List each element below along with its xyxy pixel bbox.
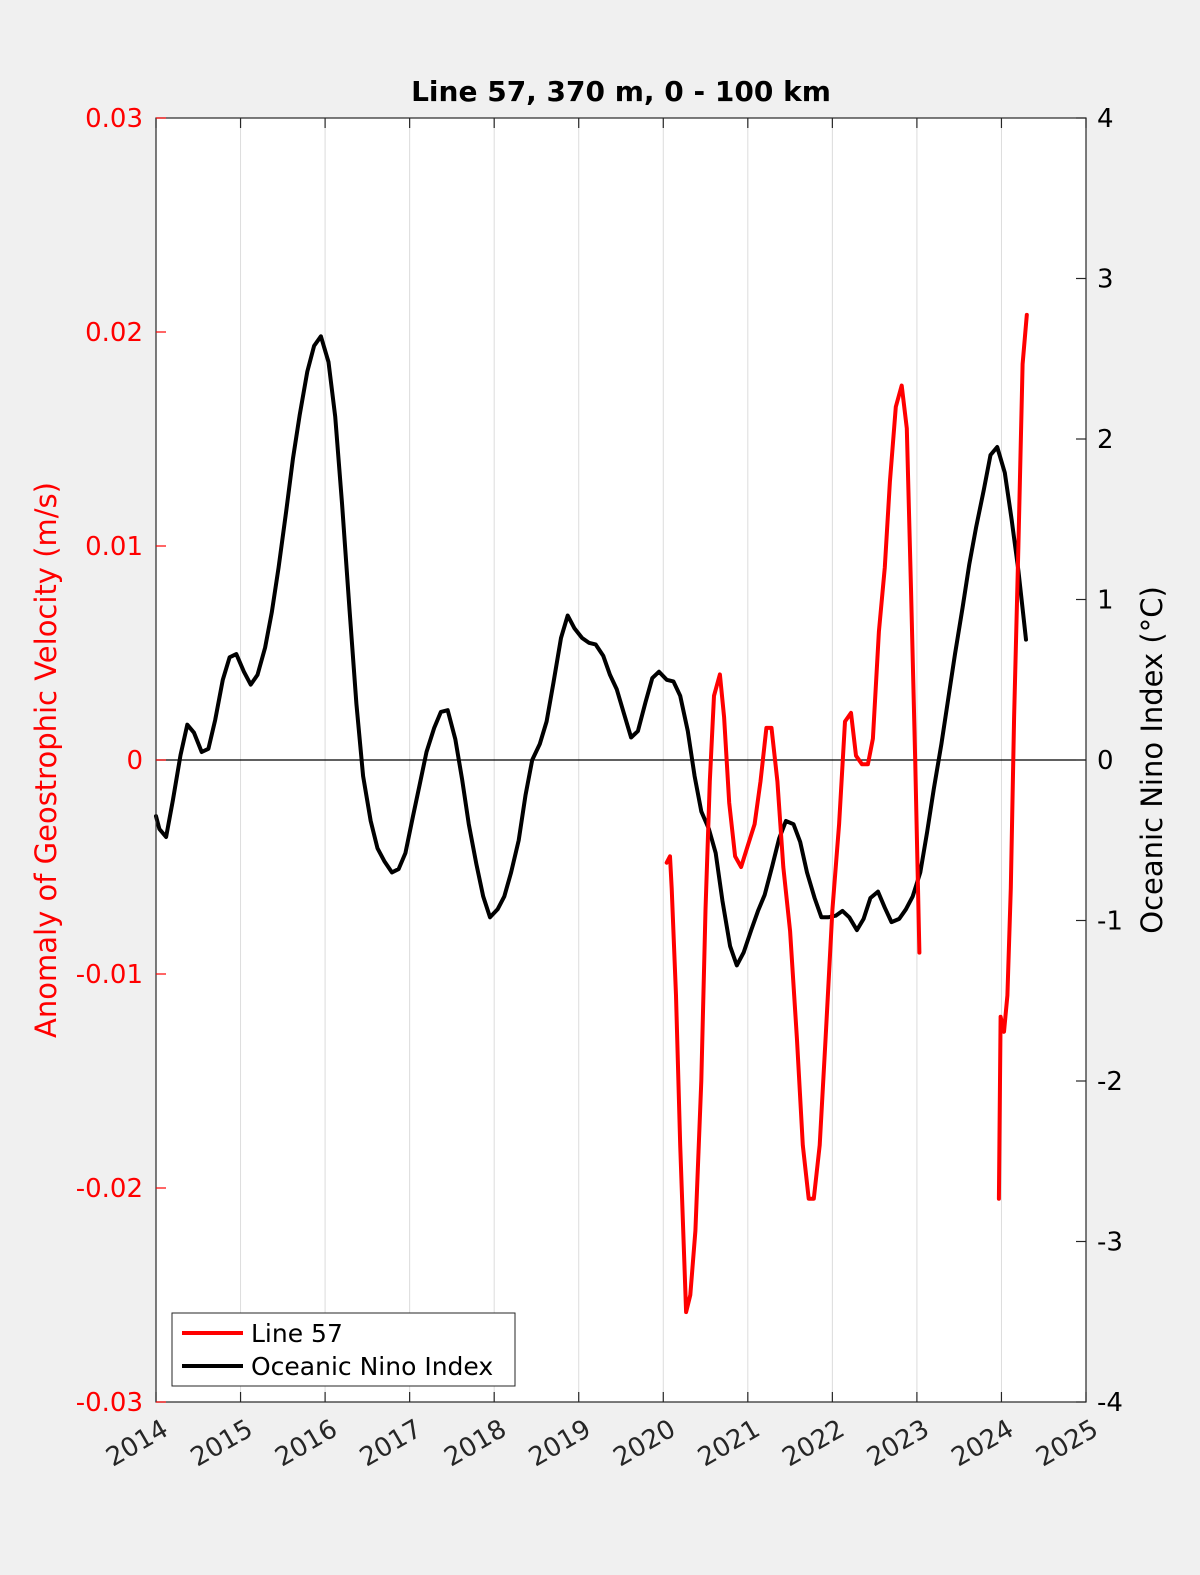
legend-box [171,1312,516,1387]
x-tick-label: 2020 [608,1414,680,1473]
y-right-tick-label: 0 [1097,746,1114,776]
x-tick-label: 2025 [1031,1414,1103,1473]
y-right-tick-label: -3 [1097,1228,1123,1258]
y-left-tick-label: 0 [126,746,143,776]
y-left-tick-label: 0.02 [85,318,143,348]
y-right-tick-label: -4 [1097,1388,1123,1418]
series-line57 [996,312,1029,1201]
x-tick-label: 2017 [355,1414,427,1473]
y-left-axis-label: Anomaly of Geostrophic Velocity (m/s) [29,482,63,1038]
x-tick-label: 2015 [186,1414,258,1473]
series-oni [154,334,1028,968]
x-tick-label: 2014 [101,1414,173,1473]
legend-label-line57: Line 57 [251,1319,343,1348]
y-left-tick-label: 0.01 [85,532,143,562]
y-left-axis-ticks: -0.03 -0.02 -0.01 0 0.01 0.02 0.03 [76,104,166,1418]
y-right-tick-label: -2 [1097,1067,1123,1097]
y-right-tick-label: 1 [1097,586,1114,616]
x-tick-label: 2018 [439,1414,511,1473]
series-line57 [664,383,922,1315]
x-tick-label: 2021 [693,1414,765,1473]
x-tick-label: 2024 [947,1414,1019,1473]
x-tick-label: 2022 [778,1414,850,1473]
y-right-tick-label: -1 [1097,907,1123,937]
y-left-tick-label: -0.02 [76,1174,143,1204]
series-lines [154,312,1029,1315]
y-right-tick-label: 2 [1097,425,1114,455]
y-left-tick-label: -0.01 [76,960,143,990]
legend-label-oni: Oceanic Nino Index [251,1352,493,1381]
x-tick-label: 2016 [270,1414,342,1473]
legend: Line 57 Oceanic Nino Index [171,1312,516,1387]
y-right-axis-label: Oceanic Nino Index (°C) [1135,586,1169,934]
y-left-tick-label: -0.03 [76,1388,143,1418]
chart-title: Line 57, 370 m, 0 - 100 km [411,75,831,108]
x-tick-label: 2019 [524,1414,596,1473]
y-right-tick-label: 3 [1097,265,1114,295]
y-right-tick-label: 4 [1097,104,1114,134]
y-left-tick-label: 0.03 [85,104,143,134]
y-right-axis-ticks: -4 -3 -2 -1 0 1 2 3 4 [1076,104,1123,1418]
x-tick-label: 2023 [862,1414,934,1473]
